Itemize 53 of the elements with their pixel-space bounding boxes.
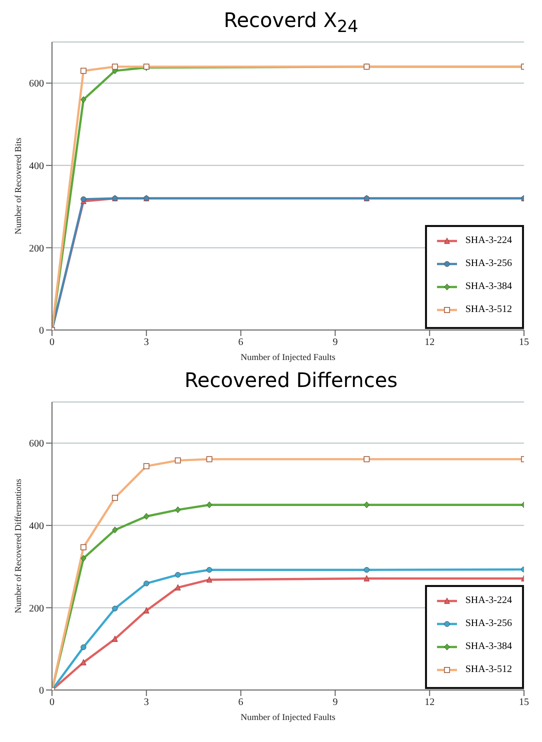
legend-label: SHA-3-512	[465, 304, 512, 315]
legend-label: SHA-3-256	[465, 618, 512, 629]
chart-title: Recoverd X$_{24}$	[222, 8, 360, 36]
x-tick-label: 0	[50, 337, 54, 348]
point	[112, 606, 118, 612]
point	[206, 567, 212, 573]
legend-label: SHA-3-224	[465, 235, 512, 246]
point	[144, 607, 150, 614]
y-axis-title: Number of Recovered Differnentions	[13, 478, 24, 614]
x-tick-label: 15	[519, 337, 529, 348]
x-tick-label: 9	[332, 337, 338, 348]
legend-label: SHA-3-384	[465, 281, 512, 292]
legend-label: SHA-3-512	[465, 664, 512, 675]
legend-label: SHA-3-224	[465, 595, 512, 606]
point	[112, 636, 118, 642]
point	[364, 575, 370, 582]
chart-title: Recovered Differnces	[183, 368, 399, 394]
x-axis-title: Number of Injected Faults	[240, 712, 336, 722]
y-tick-label: 0	[39, 326, 44, 337]
point	[80, 554, 86, 562]
x-tick-label: 6	[238, 337, 244, 348]
point	[206, 502, 212, 508]
point	[144, 580, 150, 586]
point	[175, 506, 181, 514]
legend-label: SHA-3-256	[465, 258, 512, 269]
point	[206, 576, 212, 583]
x-tick-label: 3	[144, 337, 149, 348]
point	[112, 526, 118, 534]
y-tick-label: 200	[29, 243, 44, 254]
x-tick-label: 12	[424, 337, 435, 348]
y-tick-label: 0	[39, 686, 44, 697]
point	[80, 659, 86, 666]
x-tick-label: 6	[238, 697, 244, 708]
x-tick-label: 12	[424, 697, 435, 708]
x-tick-label: 3	[144, 697, 149, 708]
y-tick-label: 400	[29, 160, 44, 172]
point	[175, 572, 181, 578]
point	[364, 502, 370, 508]
y-axis-title: Number of Recovered Bits	[13, 137, 24, 234]
y-tick-label: 200	[29, 603, 44, 614]
point	[364, 567, 370, 573]
y-tick-label: 600	[29, 438, 44, 450]
x-axis-title: Number of Injected Faults	[240, 352, 336, 362]
point	[144, 513, 150, 520]
legend-label: SHA-3-384	[465, 641, 512, 652]
y-tick-label: 600	[29, 78, 44, 90]
x-tick-label: 0	[50, 697, 54, 708]
x-tick-label: 15	[519, 697, 529, 708]
point	[175, 584, 181, 590]
x-tick-label: 9	[332, 697, 338, 708]
point	[80, 96, 86, 103]
point	[80, 644, 86, 650]
y-tick-label: 400	[29, 520, 44, 532]
